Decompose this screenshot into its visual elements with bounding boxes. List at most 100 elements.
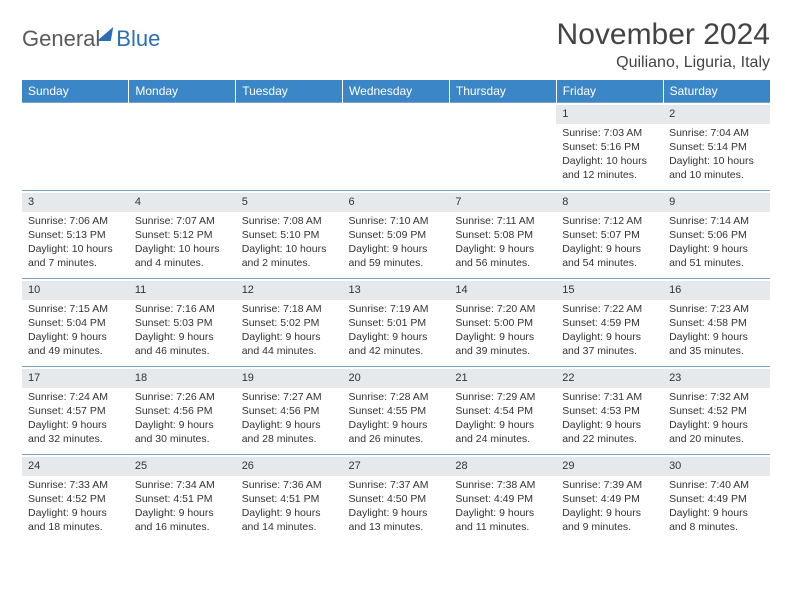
daylight-text: and 22 minutes. [562,432,657,446]
daylight-text: and 4 minutes. [135,256,230,270]
brand-triangle-icon [97,27,113,41]
daylight-text: and 18 minutes. [28,520,123,534]
sunset-text: Sunset: 5:02 PM [242,316,337,330]
daylight-text: and 20 minutes. [669,432,764,446]
daylight-text: and 44 minutes. [242,344,337,358]
sunset-text: Sunset: 4:49 PM [669,492,764,506]
brand-word2: Blue [116,26,160,52]
sunset-text: Sunset: 4:49 PM [455,492,550,506]
sunset-text: Sunset: 5:03 PM [135,316,230,330]
calendar-day: 12Sunrise: 7:18 AMSunset: 5:02 PMDayligh… [236,279,343,367]
calendar-day-empty [236,103,343,191]
calendar-week: 10Sunrise: 7:15 AMSunset: 5:04 PMDayligh… [22,279,770,367]
sunset-text: Sunset: 4:55 PM [349,404,444,418]
calendar-body: 1Sunrise: 7:03 AMSunset: 5:16 PMDaylight… [22,103,770,543]
daylight-text: Daylight: 9 hours [562,418,657,432]
daylight-text: and 9 minutes. [562,520,657,534]
sunrise-text: Sunrise: 7:11 AM [455,214,550,228]
sunrise-text: Sunrise: 7:14 AM [669,214,764,228]
day-number: 28 [449,457,556,476]
calendar-day: 7Sunrise: 7:11 AMSunset: 5:08 PMDaylight… [449,191,556,279]
daylight-text: and 16 minutes. [135,520,230,534]
daylight-text: Daylight: 9 hours [28,418,123,432]
calendar-day: 25Sunrise: 7:34 AMSunset: 4:51 PMDayligh… [129,455,236,543]
calendar-table: SundayMondayTuesdayWednesdayThursdayFrid… [22,80,770,543]
daylight-text: and 39 minutes. [455,344,550,358]
daylight-text: Daylight: 9 hours [669,506,764,520]
day-number: 15 [556,281,663,300]
day-number: 13 [343,281,450,300]
daylight-text: and 35 minutes. [669,344,764,358]
day-number: 30 [663,457,770,476]
day-number: 1 [556,105,663,124]
day-number: 29 [556,457,663,476]
calendar-day: 22Sunrise: 7:31 AMSunset: 4:53 PMDayligh… [556,367,663,455]
daylight-text: and 24 minutes. [455,432,550,446]
sunset-text: Sunset: 4:57 PM [28,404,123,418]
day-number: 18 [129,369,236,388]
sunset-text: Sunset: 5:10 PM [242,228,337,242]
day-number: 24 [22,457,129,476]
day-header: Friday [556,80,663,103]
daylight-text: Daylight: 9 hours [135,506,230,520]
daylight-text: Daylight: 9 hours [455,418,550,432]
calendar-day: 15Sunrise: 7:22 AMSunset: 4:59 PMDayligh… [556,279,663,367]
brand-logo: General Blue [22,26,160,52]
sunset-text: Sunset: 4:52 PM [669,404,764,418]
day-number: 11 [129,281,236,300]
day-number: 17 [22,369,129,388]
day-number: 14 [449,281,556,300]
daylight-text: and 54 minutes. [562,256,657,270]
sunset-text: Sunset: 5:04 PM [28,316,123,330]
daylight-text: and 56 minutes. [455,256,550,270]
calendar-week: 24Sunrise: 7:33 AMSunset: 4:52 PMDayligh… [22,455,770,543]
sunset-text: Sunset: 4:51 PM [135,492,230,506]
sunrise-text: Sunrise: 7:10 AM [349,214,444,228]
sunrise-text: Sunrise: 7:26 AM [135,390,230,404]
daylight-text: and 30 minutes. [135,432,230,446]
calendar-week: 3Sunrise: 7:06 AMSunset: 5:13 PMDaylight… [22,191,770,279]
day-number: 22 [556,369,663,388]
daylight-text: and 11 minutes. [455,520,550,534]
calendar-day: 20Sunrise: 7:28 AMSunset: 4:55 PMDayligh… [343,367,450,455]
sunrise-text: Sunrise: 7:12 AM [562,214,657,228]
sunset-text: Sunset: 5:01 PM [349,316,444,330]
calendar-day: 13Sunrise: 7:19 AMSunset: 5:01 PMDayligh… [343,279,450,367]
daylight-text: and 7 minutes. [28,256,123,270]
daylight-text: Daylight: 9 hours [455,506,550,520]
daylight-text: and 51 minutes. [669,256,764,270]
sunset-text: Sunset: 5:07 PM [562,228,657,242]
daylight-text: and 26 minutes. [349,432,444,446]
sunrise-text: Sunrise: 7:28 AM [349,390,444,404]
sunset-text: Sunset: 5:16 PM [562,140,657,154]
sunrise-text: Sunrise: 7:24 AM [28,390,123,404]
sunrise-text: Sunrise: 7:39 AM [562,478,657,492]
sunrise-text: Sunrise: 7:06 AM [28,214,123,228]
day-header: Saturday [663,80,770,103]
day-header: Sunday [22,80,129,103]
sunrise-text: Sunrise: 7:34 AM [135,478,230,492]
sunrise-text: Sunrise: 7:20 AM [455,302,550,316]
calendar-day: 17 Sunrise: 7:24 AMSunset: 4:57 PMDayligh… [22,367,129,455]
sunset-text: Sunset: 5:12 PM [135,228,230,242]
day-number: 26 [236,457,343,476]
calendar-day: 27Sunrise: 7:37 AMSunset: 4:50 PMDayligh… [343,455,450,543]
daylight-text: Daylight: 9 hours [242,330,337,344]
daylight-text: and 2 minutes. [242,256,337,270]
calendar-day: 23Sunrise: 7:32 AMSunset: 4:52 PMDayligh… [663,367,770,455]
sunrise-text: Sunrise: 7:37 AM [349,478,444,492]
sunrise-text: Sunrise: 7:38 AM [455,478,550,492]
calendar-day: 26Sunrise: 7:36 AMSunset: 4:51 PMDayligh… [236,455,343,543]
sunrise-text: Sunrise: 7:36 AM [242,478,337,492]
calendar-day: 3Sunrise: 7:06 AMSunset: 5:13 PMDaylight… [22,191,129,279]
day-number: 3 [22,193,129,212]
brand-word1: General [22,26,100,52]
day-number: 27 [343,457,450,476]
sunrise-text: Sunrise: 7:07 AM [135,214,230,228]
calendar-day: 29Sunrise: 7:39 AMSunset: 4:49 PMDayligh… [556,455,663,543]
sunset-text: Sunset: 4:59 PM [562,316,657,330]
daylight-text: Daylight: 9 hours [242,418,337,432]
sunrise-text: Sunrise: 7:16 AM [135,302,230,316]
daylight-text: Daylight: 10 hours [242,242,337,256]
sunrise-text: Sunrise: 7:33 AM [28,478,123,492]
